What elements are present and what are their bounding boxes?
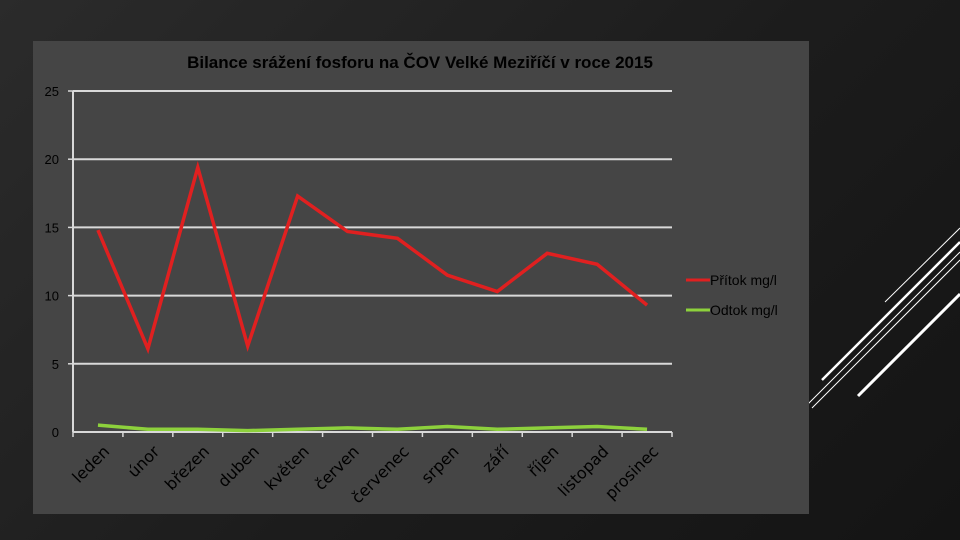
- series-line: [97, 423, 648, 433]
- y-tick-label: 0: [52, 425, 59, 440]
- series-odtok: [97, 423, 648, 433]
- y-tick-label: 25: [45, 84, 59, 99]
- chart-title: Bilance srážení fosforu na ČOV Velké Mez…: [187, 53, 653, 72]
- y-tick-label: 20: [45, 152, 59, 167]
- y-tick-label: 5: [52, 357, 59, 372]
- chart-area: [33, 41, 809, 514]
- axes: [68, 90, 673, 437]
- series-layer: [96, 160, 649, 433]
- decorative-lines: [807, 227, 960, 409]
- series-line: [96, 160, 649, 355]
- series-pritok: [96, 160, 649, 355]
- chart: Bilance srážení fosforu na ČOV Velké Mez…: [33, 41, 809, 514]
- legend-label: Odtok mg/l: [710, 302, 778, 318]
- y-axis-tick-labels: 0 5 10 15 20 25: [45, 84, 59, 440]
- y-tick-label: 15: [45, 220, 59, 235]
- gridlines: [73, 90, 672, 365]
- y-tick-label: 10: [45, 289, 59, 304]
- legend: Přítok mg/l Odtok mg/l: [686, 272, 778, 318]
- legend-label: Přítok mg/l: [710, 272, 777, 288]
